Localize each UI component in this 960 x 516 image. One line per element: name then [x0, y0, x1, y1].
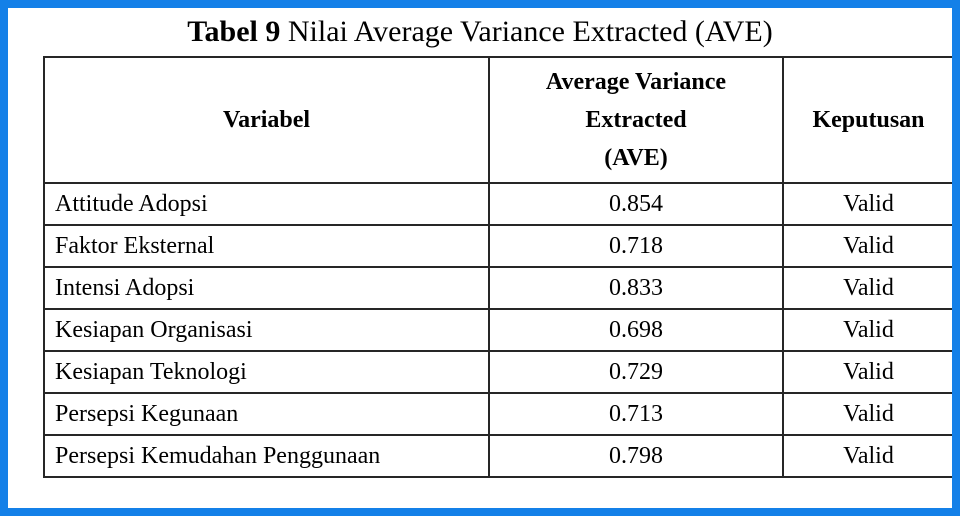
- ave-table: Variabel Average Variance Extracted (AVE…: [43, 56, 952, 478]
- header-ave-line3: (AVE): [604, 145, 668, 171]
- ave-value-cell: 0.854: [488, 182, 784, 226]
- ave-value-cell: 0.718: [488, 224, 784, 268]
- variabel-cell: Persepsi Kemudahan Penggunaan: [43, 434, 490, 478]
- keputusan-cell: Valid: [782, 392, 952, 436]
- keputusan-cell: Valid: [782, 182, 952, 226]
- variabel-cell: Persepsi Kegunaan: [43, 392, 490, 436]
- table-row: Faktor Eksternal 0.718 Valid: [43, 224, 952, 268]
- table-row: Attitude Adopsi 0.854 Valid: [43, 182, 952, 226]
- ave-value-cell: 0.833: [488, 266, 784, 310]
- table-body: Attitude Adopsi 0.854 Valid Faktor Ekste…: [43, 182, 952, 478]
- header-keputusan: Keputusan: [782, 56, 952, 184]
- header-variabel: Variabel: [43, 56, 490, 184]
- variabel-cell: Kesiapan Teknologi: [43, 350, 490, 394]
- ave-value-cell: 0.713: [488, 392, 784, 436]
- keputusan-cell: Valid: [782, 266, 952, 310]
- table-caption: Tabel 9 Nilai Average Variance Extracted…: [8, 12, 952, 52]
- table-row: Kesiapan Organisasi 0.698 Valid: [43, 308, 952, 352]
- variabel-cell: Attitude Adopsi: [43, 182, 490, 226]
- table-caption-number: Tabel 9: [187, 15, 281, 48]
- variabel-cell: Kesiapan Organisasi: [43, 308, 490, 352]
- variabel-cell: Faktor Eksternal: [43, 224, 490, 268]
- table-row: Persepsi Kegunaan 0.713 Valid: [43, 392, 952, 436]
- table-caption-text: Nilai Average Variance Extracted (AVE): [280, 15, 773, 48]
- header-ave-line1: Average Variance: [545, 69, 727, 95]
- ave-value-cell: 0.729: [488, 350, 784, 394]
- ave-value-cell: 0.798: [488, 434, 784, 478]
- table-row: Intensi Adopsi 0.833 Valid: [43, 266, 952, 310]
- ave-value-cell: 0.698: [488, 308, 784, 352]
- keputusan-cell: Valid: [782, 308, 952, 352]
- header-ave: Average Variance Extracted (AVE): [488, 56, 784, 184]
- header-row: Variabel Average Variance Extracted (AVE…: [43, 56, 952, 184]
- table-row: Persepsi Kemudahan Penggunaan 0.798 Vali…: [43, 434, 952, 478]
- keputusan-cell: Valid: [782, 350, 952, 394]
- keputusan-cell: Valid: [782, 434, 952, 478]
- variabel-cell: Intensi Adopsi: [43, 266, 490, 310]
- header-ave-line2: Extracted: [585, 107, 687, 133]
- table-row: Kesiapan Teknologi 0.729 Valid: [43, 350, 952, 394]
- keputusan-cell: Valid: [782, 224, 952, 268]
